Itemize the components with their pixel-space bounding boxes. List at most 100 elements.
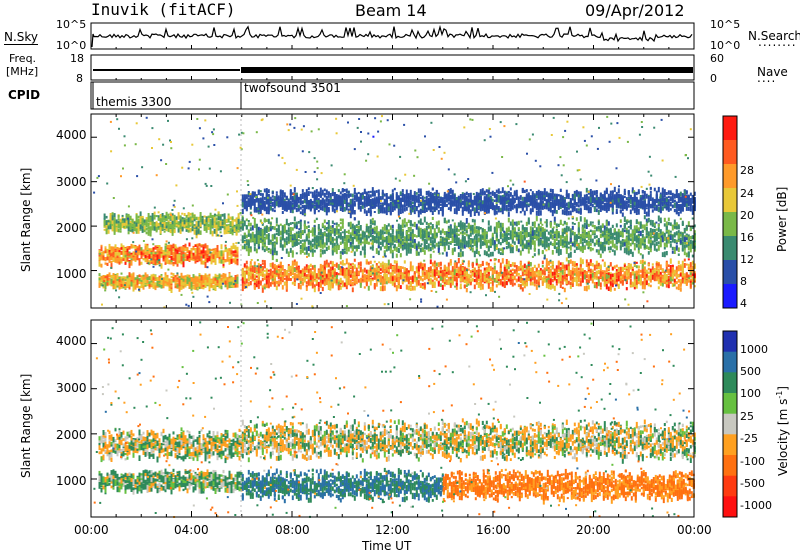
power-cell [100,279,103,283]
power-cell [267,226,270,232]
power-cell [547,269,550,272]
power-cell [281,225,284,232]
power-cell [571,274,574,277]
power-cell [210,253,213,256]
power-cell [329,236,332,242]
power-cell [100,283,103,287]
power-cell [283,228,286,233]
power-cell [122,276,125,280]
power-cell [569,275,572,281]
power-cell [553,276,556,280]
power-cell [305,225,308,230]
power-cell [213,219,216,224]
power-cell [114,244,117,249]
power-cell [120,279,123,284]
power-cell [635,261,638,264]
power-cell [463,266,466,272]
power-cell [681,265,684,270]
power-cell [160,280,163,285]
power-cell [131,218,134,223]
power-cell [220,250,223,257]
power-cell [675,274,678,277]
power-cell [236,276,239,280]
power-cell [108,243,111,249]
power-cell [573,277,576,282]
power-cell [335,222,338,226]
power-cell [126,257,129,262]
power-cell [132,244,135,249]
power-cell [627,267,630,273]
power-cell [499,278,502,285]
power-cell [329,225,332,230]
power-cell [190,253,193,258]
power-cell [373,227,376,231]
power-cell [309,263,312,267]
power-cell [251,273,254,279]
power-cell [184,252,187,259]
power-cell [631,269,634,272]
power-cell [369,280,372,286]
power-cell [567,266,570,272]
power-cell [403,236,406,241]
power-cell [222,250,225,254]
power-cell [261,285,264,288]
power-cell [285,240,288,246]
power-cell [189,212,192,216]
power-cell [569,259,572,264]
power-cell [579,277,582,281]
power-cell [363,249,366,255]
power-cell [180,256,183,262]
power-cell [162,282,165,289]
power-cell [325,274,328,278]
power-cell [226,283,229,290]
power-cell [505,275,508,280]
power-cell [667,268,670,274]
power-cell [237,224,240,230]
power-cell [573,273,576,276]
power-cell [397,265,400,269]
power-cell [107,222,110,225]
power-cell [639,269,642,273]
power-cell [214,273,217,279]
power-cell [198,248,201,253]
power-cell [353,245,356,248]
power-cell [144,275,147,278]
power-cell [113,226,116,233]
power-cell [385,249,388,252]
power-cell [124,247,127,251]
power-cell [325,246,328,252]
power-cell [170,244,173,249]
power-cell [301,230,304,234]
power-cell [135,222,138,227]
power-cell [521,287,524,292]
power-cell [130,284,133,287]
power-cell [347,262,350,266]
power-cell [227,225,230,231]
power-cell [263,248,266,253]
power-cell [156,259,159,264]
power-cell [271,272,274,276]
power-cell [479,264,482,268]
power-cell [573,267,576,272]
power-cell [673,278,676,283]
power-cell [459,266,462,271]
power-cell [197,220,200,227]
power-cell [130,260,133,264]
power-cell [317,236,320,239]
power-cell [611,267,614,271]
power-cell [207,218,210,222]
power-cell [421,278,424,282]
power-cell [172,248,175,252]
power-cell [279,230,282,236]
power-cell [323,242,326,248]
power-cell [198,243,201,247]
power-cell [323,260,326,267]
power-cell [537,263,540,268]
power-cell [141,215,144,219]
power-cell [212,254,215,259]
power-cell [154,261,157,266]
power-cell [669,276,672,282]
power-cell [507,278,510,282]
power-cell [187,229,190,233]
power-cell [223,229,226,233]
